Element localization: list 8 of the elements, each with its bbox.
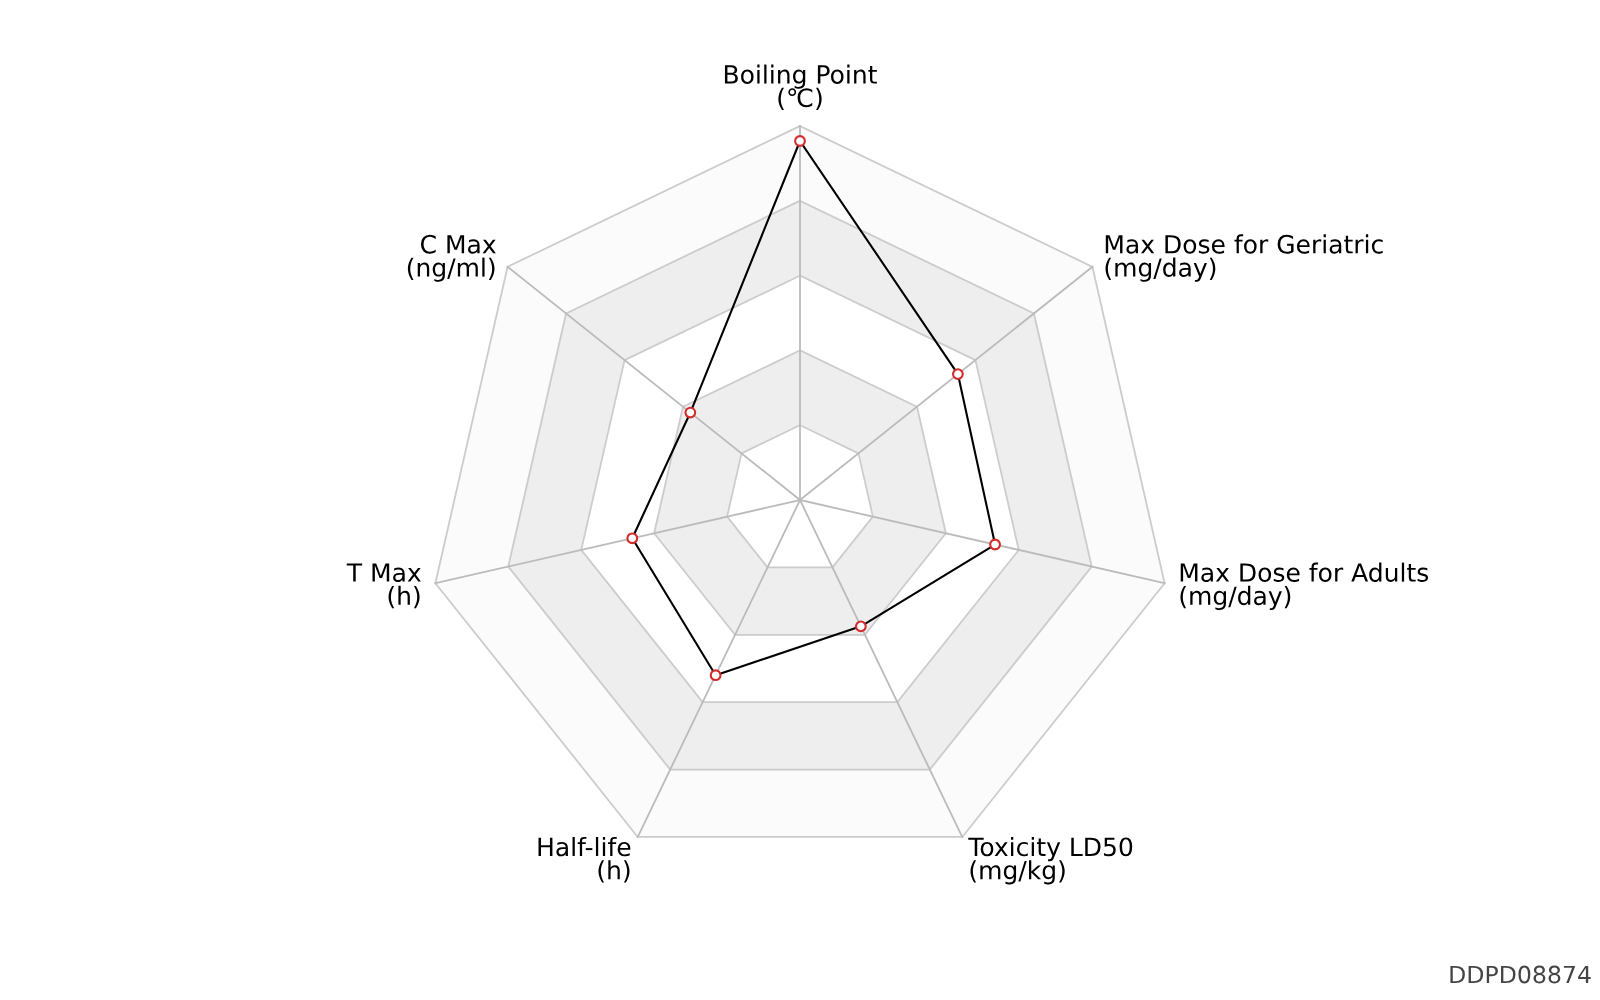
spoke-label: Max Dose for Geriatric (mg/day)	[1105, 234, 1383, 282]
spoke-label: C Max (ng/ml)	[407, 234, 496, 282]
spoke-label: Half-life (h)	[538, 836, 631, 883]
spoke-label: Max Dose for Adults (mg/day)	[1180, 562, 1429, 611]
spoke-label: Toxicity LD50 (mg/kg)	[968, 836, 1133, 885]
spoke-label: Boiling Point (℃)	[724, 64, 877, 111]
spoke-label: T Max (h)	[346, 563, 421, 609]
text: DDPD08874	[1450, 965, 1591, 984]
